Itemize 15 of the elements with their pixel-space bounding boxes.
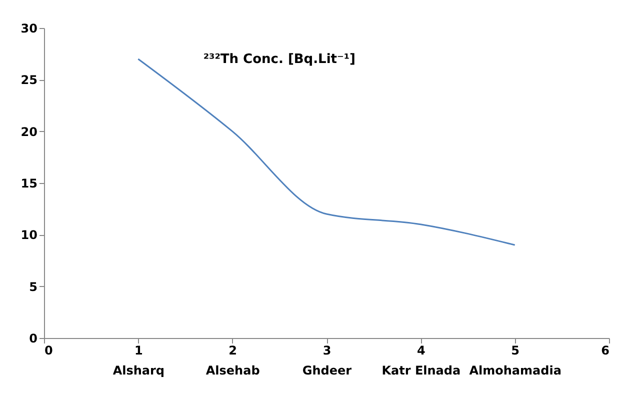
y-tick-label: 30 xyxy=(20,22,38,36)
y-tick-label: 25 xyxy=(20,73,38,88)
y-tick-label: 0 xyxy=(29,332,38,346)
x-tick-label: 0 xyxy=(44,344,53,358)
text: ²³²Th Conc. [Bq.Lit⁻¹] xyxy=(203,52,356,67)
x-tick-label: 6 xyxy=(601,344,610,358)
x-tick-label: 5 Almohamadia xyxy=(469,344,562,378)
y-tick-label: 5 xyxy=(29,280,38,294)
x-tick-label: 4 Katr Elnada xyxy=(382,344,461,378)
x-tick-label: 3 Ghdeer xyxy=(302,344,352,378)
y-tick-label: 20 xyxy=(20,124,38,139)
y-tick-label: 10 xyxy=(20,228,38,242)
x-tick-label: 1 Alsharq xyxy=(112,344,165,378)
y-tick-label: 15 xyxy=(20,176,38,190)
x-tick-label: 2 Alsehab xyxy=(206,344,260,378)
